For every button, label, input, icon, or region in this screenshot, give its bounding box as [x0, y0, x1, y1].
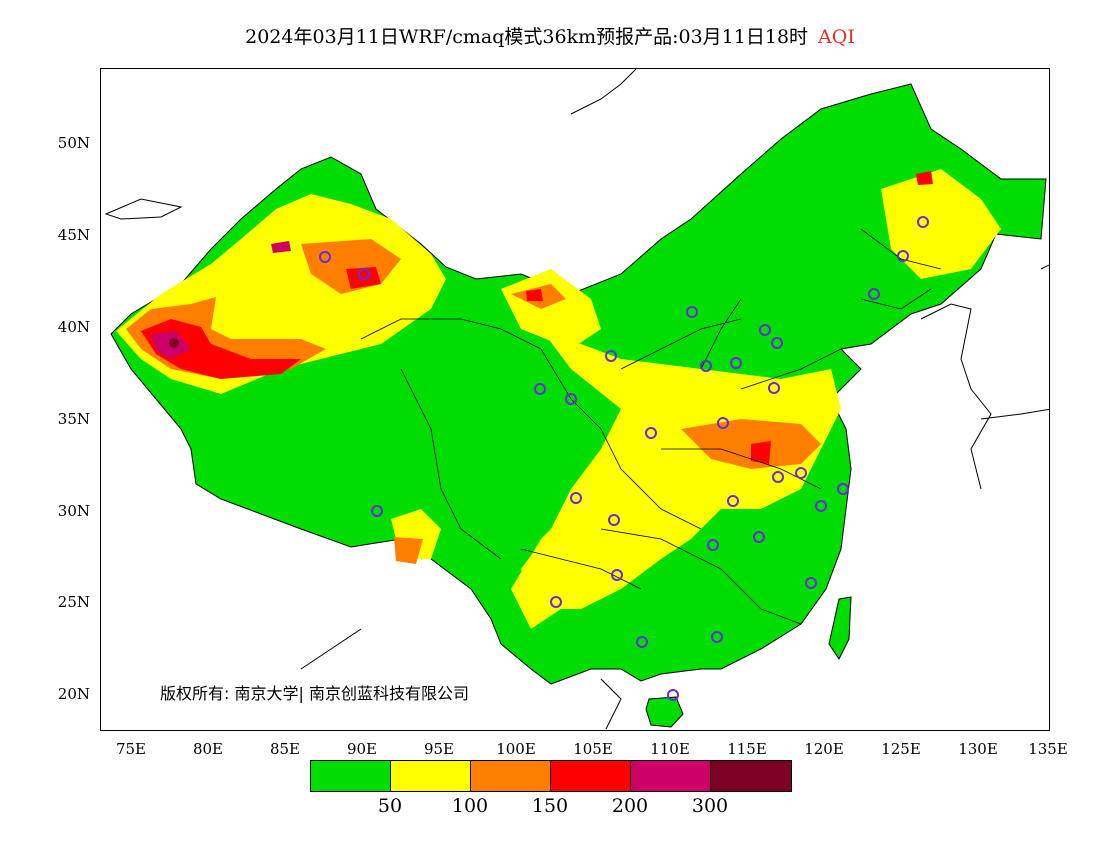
- legend-label-100: 100: [451, 795, 489, 817]
- legend-label-50: 50: [377, 795, 403, 817]
- legend-swatch-4: [631, 761, 711, 791]
- city-marker: [611, 569, 623, 581]
- xinjiang-maroon: [169, 338, 179, 348]
- hainan-island: [645, 696, 684, 728]
- lat-label-45n: 45N: [57, 226, 90, 244]
- lon-label-100e: 100E: [496, 740, 536, 758]
- southwest-yellow: [511, 509, 581, 629]
- legend-label-150: 150: [531, 795, 569, 817]
- coastline-japan: [980, 408, 1049, 420]
- legend-label-200: 200: [611, 795, 649, 817]
- coastline-korea: [1040, 264, 1049, 270]
- central-yellow: [521, 329, 841, 609]
- lon-label-115e: 115E: [727, 740, 767, 758]
- coastline-vietnam: [600, 678, 622, 730]
- lon-label-120e: 120E: [804, 740, 844, 758]
- city-marker: [917, 216, 929, 228]
- city-marker: [608, 514, 620, 526]
- city-marker: [534, 383, 546, 395]
- north-red: [526, 289, 543, 301]
- city-marker: [570, 492, 582, 504]
- map-title: 2024年03月11日WRF/cmaq模式36km预报产品:03月11日18时 A…: [0, 22, 1100, 49]
- lat-label-20n: 20N: [57, 685, 90, 703]
- city-marker: [730, 357, 742, 369]
- central-red: [751, 441, 771, 464]
- lon-label-90e: 90E: [346, 740, 378, 758]
- city-marker: [772, 471, 784, 483]
- aqi-map-svg: [104, 69, 1049, 730]
- province-boundaries: [360, 228, 942, 625]
- xinjiang-red: [141, 319, 301, 379]
- lon-label-80e: 80E: [192, 740, 224, 758]
- lon-label-75e: 75E: [115, 740, 147, 758]
- city-marker: [868, 288, 880, 300]
- city-marker: [565, 393, 577, 405]
- aqi-legend: [310, 760, 792, 792]
- legend-swatch-2: [471, 761, 551, 791]
- city-marker: [550, 596, 562, 608]
- lon-label-85e: 85E: [269, 740, 301, 758]
- city-marker: [319, 251, 331, 263]
- lat-label-50n: 50N: [57, 134, 90, 152]
- legend-swatch-1: [391, 761, 471, 791]
- north-yellow: [501, 269, 601, 349]
- title-aqi-label: AQI: [818, 26, 855, 48]
- lon-label-105e: 105E: [573, 740, 613, 758]
- coastline-north: [570, 69, 637, 115]
- tibet-orange: [394, 537, 423, 564]
- city-marker: [897, 250, 909, 262]
- northeast-red: [916, 171, 933, 185]
- city-marker: [759, 324, 771, 336]
- lon-label-110e: 110E: [650, 740, 690, 758]
- legend-swatch-5: [711, 761, 791, 791]
- city-marker: [771, 337, 783, 349]
- lat-label-35n: 35N: [57, 410, 90, 428]
- city-marker: [753, 531, 765, 543]
- city-marker: [815, 500, 827, 512]
- taiwan-island: [828, 596, 852, 660]
- northeast-yellow: [881, 169, 1001, 279]
- city-marker: [667, 689, 679, 701]
- lon-label-125e: 125E: [881, 740, 921, 758]
- city-marker: [795, 467, 807, 479]
- city-marker: [805, 577, 817, 589]
- city-marker: [768, 382, 780, 394]
- legend-swatch-3: [551, 761, 631, 791]
- city-marker: [636, 636, 648, 648]
- copyright-text: 版权所有: 南京大学| 南京创蓝科技有限公司: [160, 684, 469, 703]
- lon-label-135e: 135E: [1028, 740, 1068, 758]
- city-marker: [358, 268, 370, 280]
- coastline-west: [104, 198, 183, 220]
- map-frame[interactable]: [100, 68, 1050, 731]
- coastline-southwest: [300, 628, 362, 670]
- city-marker: [837, 483, 849, 495]
- lon-label-130e: 130E: [958, 740, 998, 758]
- city-marker: [711, 631, 723, 643]
- legend-swatch-0: [311, 761, 391, 791]
- city-marker: [727, 495, 739, 507]
- city-marker: [707, 539, 719, 551]
- city-marker: [717, 417, 729, 429]
- city-marker: [371, 505, 383, 517]
- lat-label-25n: 25N: [57, 593, 90, 611]
- city-marker: [686, 306, 698, 318]
- city-marker: [700, 360, 712, 372]
- city-marker: [645, 427, 657, 439]
- xinjiang-north-purple: [271, 241, 291, 253]
- city-marker: [605, 350, 617, 362]
- lat-label-40n: 40N: [57, 318, 90, 336]
- city-markers: [319, 216, 929, 701]
- lon-label-95e: 95E: [423, 740, 455, 758]
- legend-label-300: 300: [691, 795, 729, 817]
- coastline-east: [920, 303, 992, 490]
- lat-label-30n: 30N: [57, 502, 90, 520]
- title-text: 2024年03月11日WRF/cmaq模式36km预报产品:03月11日18时: [245, 26, 809, 48]
